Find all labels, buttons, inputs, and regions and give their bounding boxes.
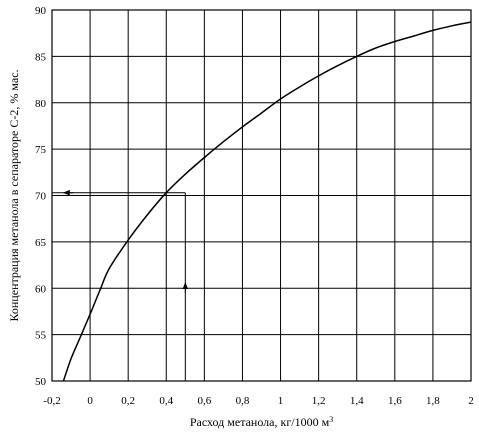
- y-tick-label: 70: [35, 191, 47, 203]
- x-tick-label: 1: [278, 395, 284, 407]
- grid-lines: [52, 10, 471, 381]
- plot-frame: [51, 9, 472, 382]
- guide-lines: [52, 189, 189, 381]
- x-tick-label: 0: [87, 395, 93, 407]
- y-axis-title: Концентрация метанола в сепараторе С-2, …: [7, 69, 21, 321]
- x-tick-label: 1,8: [426, 395, 440, 407]
- y-tick-label: 60: [35, 283, 47, 295]
- y-tick-labels: 50 55 60 65 70 75 80 85 90: [35, 5, 47, 388]
- y-tick-label: 50: [35, 376, 47, 388]
- x-tick-label: 2: [468, 395, 474, 407]
- x-tick-label: 1,6: [388, 395, 402, 407]
- y-tick-label: 85: [35, 51, 47, 63]
- y-tick-label: 90: [35, 5, 47, 17]
- x-tick-label: 0,2: [121, 395, 135, 407]
- x-tick-label: 0,4: [159, 395, 173, 407]
- x-tick-label: 0,6: [197, 395, 211, 407]
- x-axis-title: Расход метанола, кг/1000 м3: [190, 415, 333, 430]
- x-tick-label: -0,2: [43, 395, 60, 407]
- x-axis-title-main: Расход метанола, кг/1000 м: [190, 415, 330, 429]
- y-tick-label: 65: [35, 237, 47, 249]
- x-tick-label: 0,8: [236, 395, 250, 407]
- y-tick-label: 80: [35, 98, 47, 110]
- series-line: [62, 21, 472, 382]
- x-tick-labels: -0,2 0 0,2 0,4 0,6 0,8 1 1,2 1,4 1,6 1,8 2: [43, 395, 473, 407]
- y-tick-label: 75: [35, 144, 47, 156]
- x-tick-label: 1,2: [312, 395, 326, 407]
- x-axis-title-superscript: 3: [329, 415, 333, 424]
- x-tick-label: 1,4: [350, 395, 364, 407]
- y-tick-label: 55: [35, 330, 47, 342]
- series-layer: [62, 21, 472, 382]
